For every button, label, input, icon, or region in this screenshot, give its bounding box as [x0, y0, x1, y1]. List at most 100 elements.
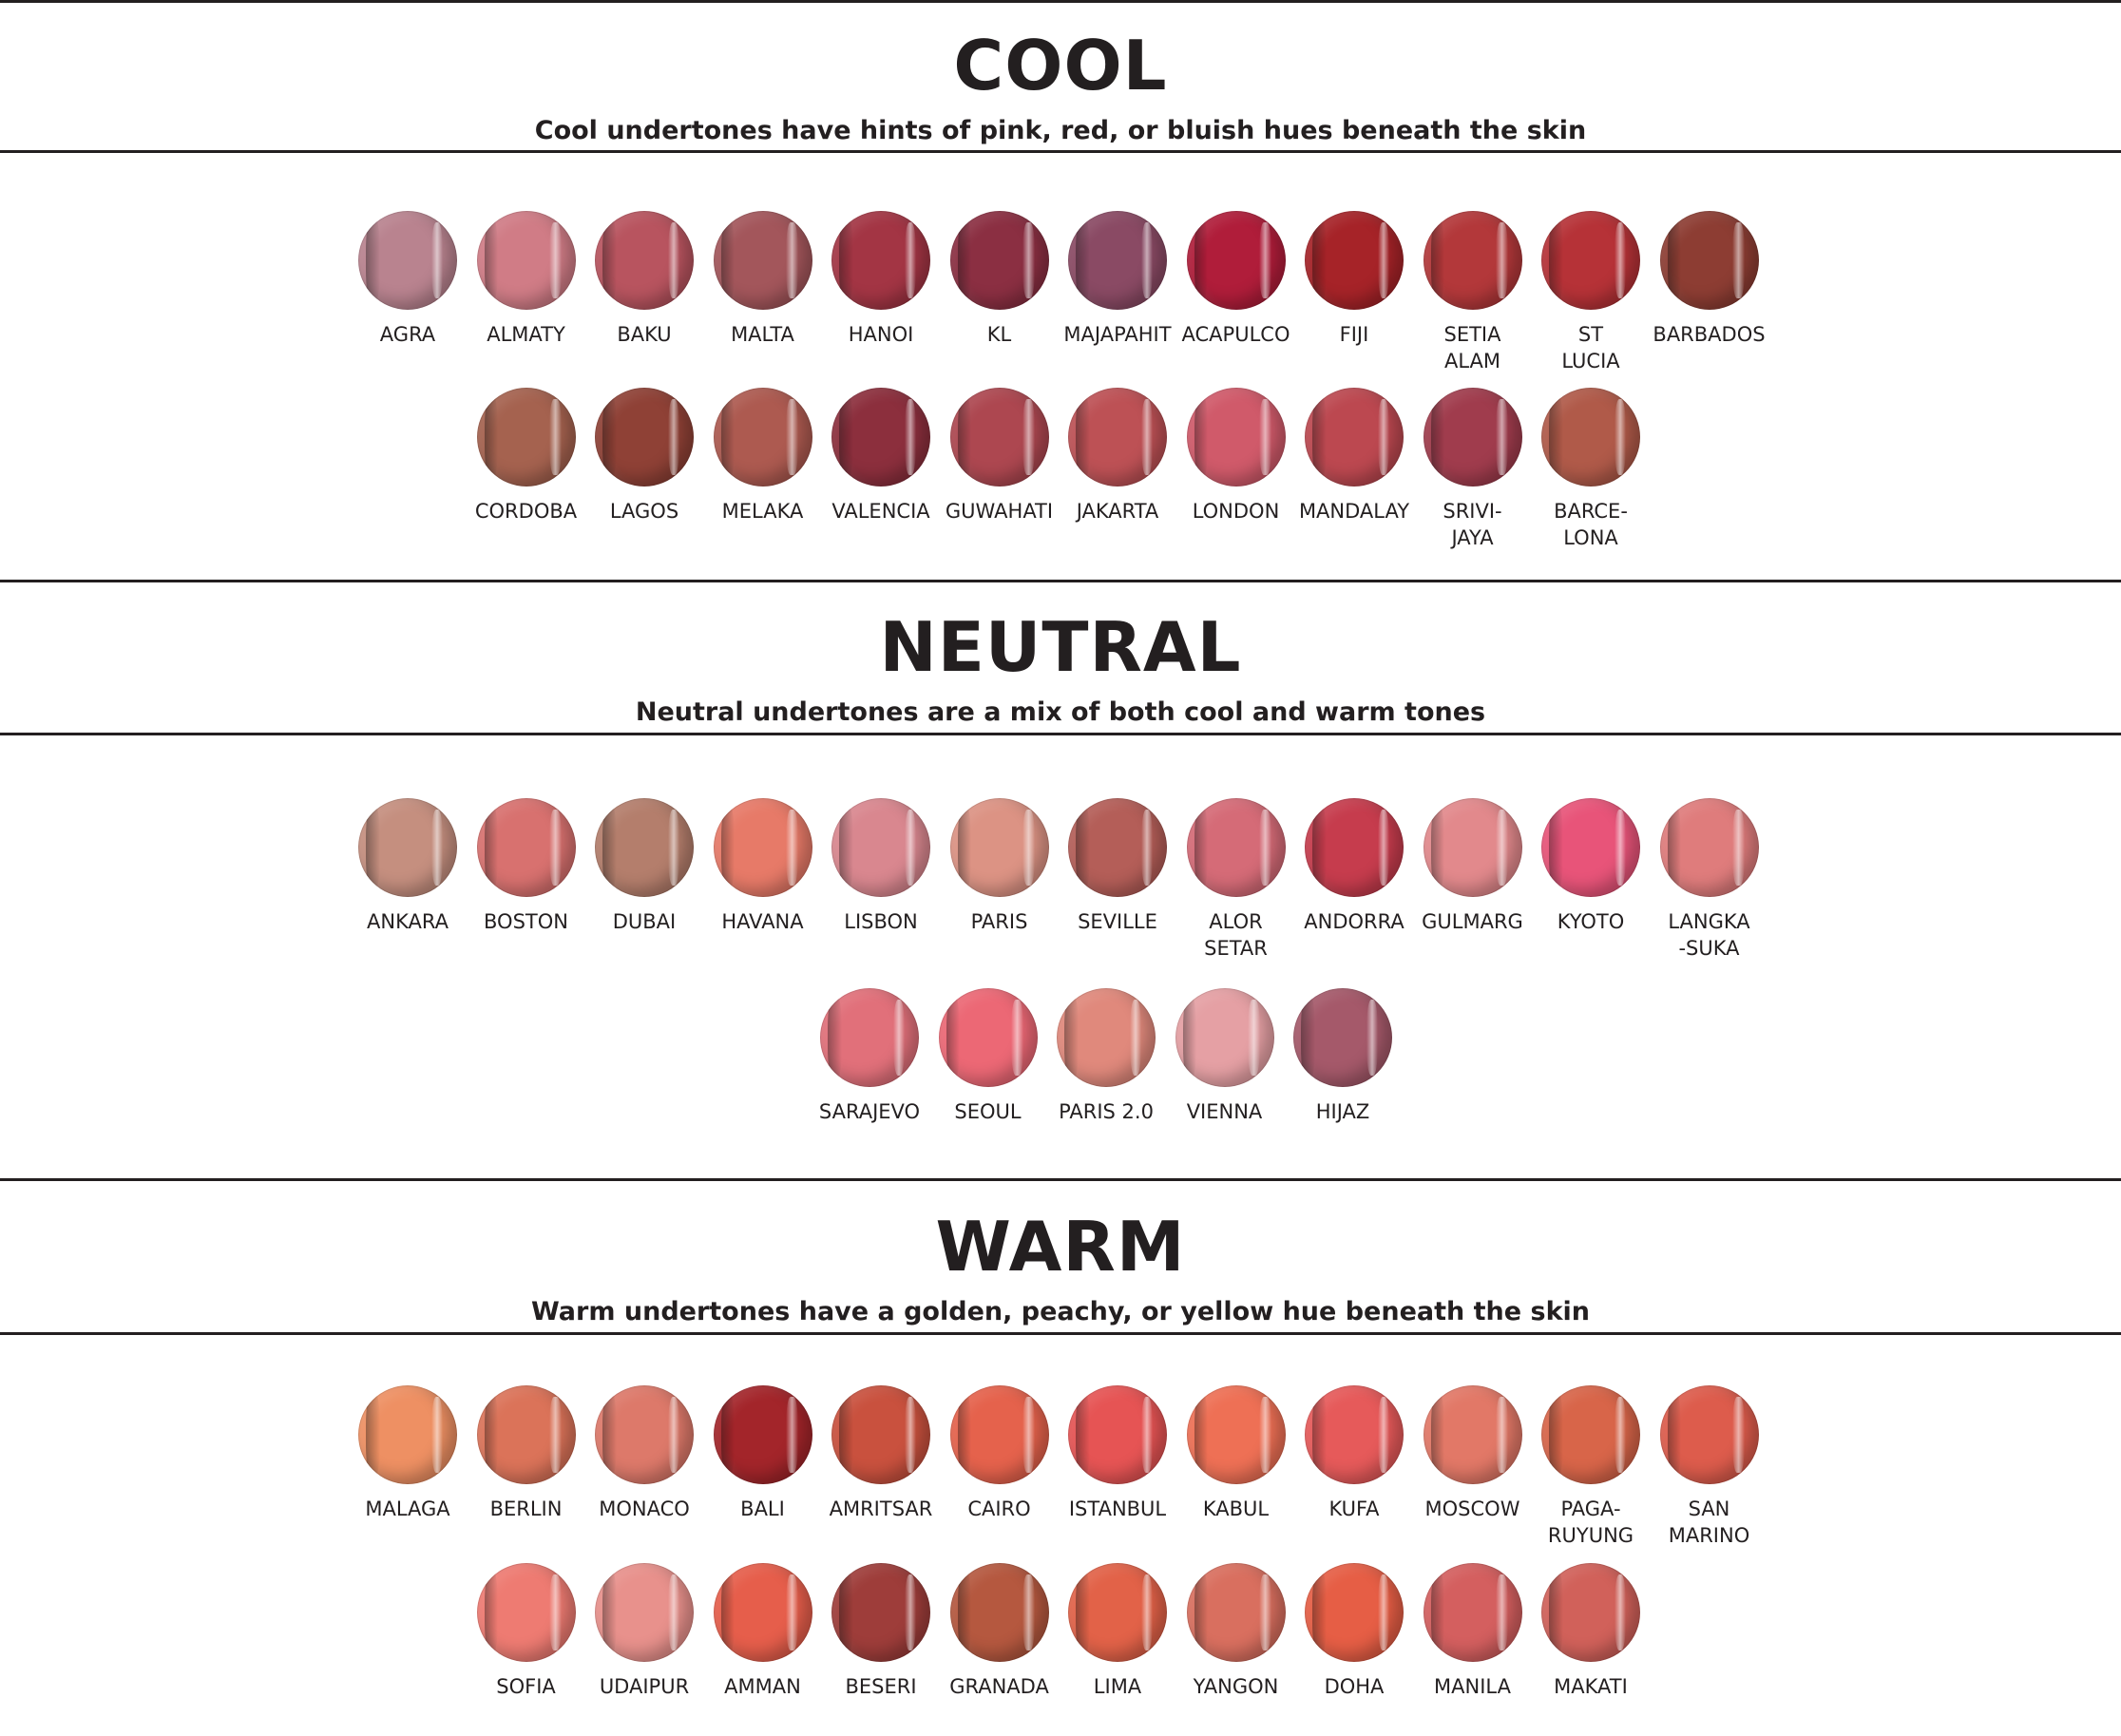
- swatch-label: MALAGA: [365, 1498, 450, 1520]
- swatch-label: UDAIPUR: [599, 1675, 690, 1698]
- color-swatch-circle: [820, 988, 919, 1087]
- swatch-label: PARIS 2.0: [1059, 1100, 1154, 1123]
- swatch-label: FIJI: [1339, 323, 1369, 346]
- color-swatch-circle: [595, 1385, 694, 1484]
- color-swatch-circle: [476, 388, 576, 486]
- color-swatch-circle: [1068, 388, 1167, 486]
- swatch-label: MONACO: [599, 1498, 690, 1520]
- warm-heading: WARM Warm undertones have a golden, peac…: [0, 1212, 2121, 1326]
- color-swatch-circle: [358, 1385, 457, 1484]
- swatch-label: BAKU: [617, 323, 672, 346]
- color-swatch-circle: [938, 988, 1038, 1087]
- swatch-label: BALI: [740, 1498, 785, 1520]
- color-swatch-circle: [713, 388, 812, 486]
- swatch-label: BERLIN: [489, 1498, 563, 1520]
- color-swatch-circle: [1659, 798, 1759, 897]
- divider-neutral-top: [0, 580, 2121, 582]
- color-swatch-circle: [1541, 1385, 1640, 1484]
- swatch-label: LISBON: [844, 910, 918, 933]
- color-swatch-circle: [358, 798, 457, 897]
- color-swatch-circle: [831, 1385, 930, 1484]
- swatch-label: AMMAN: [724, 1675, 801, 1698]
- swatch-label: SEVILLE: [1078, 910, 1157, 933]
- neutral-heading: NEUTRAL Neutral undertones are a mix of …: [0, 613, 2121, 727]
- color-swatch-circle: [831, 388, 930, 486]
- color-swatch-circle: [1423, 798, 1522, 897]
- swatch-label: SETIA ALAM: [1443, 323, 1501, 372]
- color-swatch-circle: [1423, 1385, 1522, 1484]
- swatch-label: PARIS: [970, 910, 1028, 933]
- color-swatch-circle: [949, 1563, 1049, 1662]
- warm-subtitle: Warm undertones have a golden, peachy, o…: [530, 1297, 1590, 1326]
- color-swatch-circle: [476, 211, 576, 310]
- swatch-label: PAGA- RUYUNG: [1547, 1498, 1634, 1547]
- color-swatch-circle: [1541, 388, 1640, 486]
- color-swatch-circle: [1186, 1385, 1286, 1484]
- color-swatch-circle: [476, 1563, 576, 1662]
- color-swatch-circle: [831, 211, 930, 310]
- color-swatch-circle: [1423, 388, 1522, 486]
- color-swatch-circle: [1541, 211, 1640, 310]
- color-swatch-circle: [949, 388, 1049, 486]
- color-swatch-circle: [713, 1385, 812, 1484]
- color-swatch-circle: [1659, 1385, 1759, 1484]
- cool-subtitle: Cool undertones have hints of pink, red,…: [534, 116, 1587, 145]
- swatch-label: DUBAI: [612, 910, 677, 933]
- swatch-label: LONDON: [1192, 500, 1280, 523]
- color-swatch-circle: [476, 798, 576, 897]
- swatch-label: MALTA: [731, 323, 794, 346]
- divider-cool-header: [0, 150, 2121, 153]
- warm-title: WARM: [935, 1207, 1186, 1287]
- swatch-label: KL: [986, 323, 1012, 346]
- swatch-label: KUFA: [1328, 1498, 1380, 1520]
- color-swatch-circle: [1186, 211, 1286, 310]
- swatch-label: MANDALAY: [1298, 500, 1410, 523]
- swatch-label: MELAKA: [721, 500, 804, 523]
- color-swatch-circle: [1423, 1563, 1522, 1662]
- swatch-label: VALENCIA: [831, 500, 930, 523]
- color-swatch-circle: [1186, 388, 1286, 486]
- swatch-label: MOSCOW: [1424, 1498, 1520, 1520]
- swatch-label: MAKATI: [1554, 1675, 1628, 1698]
- swatch-label: CORDOBA: [474, 500, 578, 523]
- swatch-label: SRIVI- JAYA: [1443, 500, 1502, 549]
- swatch-label: CAIRO: [967, 1498, 1031, 1520]
- neutral-title: NEUTRAL: [879, 607, 1242, 687]
- color-swatch-circle: [1175, 988, 1274, 1087]
- swatch-label: SAN MARINO: [1668, 1498, 1750, 1547]
- swatch-label: ANKARA: [367, 910, 449, 933]
- swatch-label: SOFIA: [496, 1675, 556, 1698]
- color-swatch-circle: [1659, 211, 1759, 310]
- color-swatch-circle: [1186, 1563, 1286, 1662]
- color-swatch-circle: [595, 798, 694, 897]
- divider-warm-top: [0, 1178, 2121, 1181]
- color-swatch-circle: [1541, 798, 1640, 897]
- color-swatch-circle: [1305, 211, 1404, 310]
- color-swatch-circle: [1305, 1385, 1404, 1484]
- swatch-label: ACAPULCO: [1181, 323, 1290, 346]
- color-swatch-circle: [831, 798, 930, 897]
- swatch-label: LIMA: [1093, 1675, 1142, 1698]
- swatch-label: ISTANBUL: [1068, 1498, 1167, 1520]
- swatch-label: GULMARG: [1422, 910, 1523, 933]
- color-swatch-circle: [476, 1385, 576, 1484]
- swatch-label: ANDORRA: [1304, 910, 1404, 933]
- color-swatch-circle: [1068, 1563, 1167, 1662]
- swatch-label: AMRITSAR: [829, 1498, 933, 1520]
- swatch-label: BESERI: [845, 1675, 917, 1698]
- color-swatch-circle: [1068, 798, 1167, 897]
- swatch-label: HANOI: [848, 323, 914, 346]
- color-swatch-circle: [949, 1385, 1049, 1484]
- swatch-label: BARCE- LONA: [1554, 500, 1628, 549]
- color-swatch-circle: [595, 211, 694, 310]
- color-swatch-circle: [1305, 798, 1404, 897]
- color-swatch-circle: [595, 388, 694, 486]
- swatch-label: VIENNA: [1186, 1100, 1263, 1123]
- swatch-label: ALMATY: [487, 323, 565, 346]
- color-swatch-circle: [1068, 211, 1167, 310]
- cool-title: COOL: [953, 26, 1168, 105]
- swatch-label: MANILA: [1434, 1675, 1511, 1698]
- color-swatch-circle: [713, 798, 812, 897]
- swatch-label: ALOR SETAR: [1204, 910, 1268, 960]
- color-swatch-circle: [1293, 988, 1392, 1087]
